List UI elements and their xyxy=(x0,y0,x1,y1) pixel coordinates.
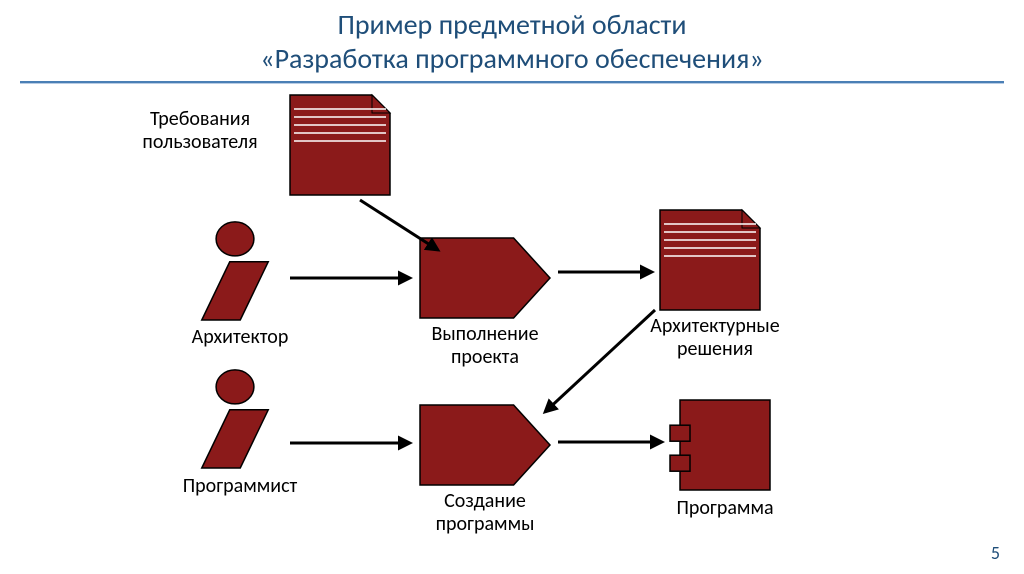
label-create_prog: Созданиепрограммы xyxy=(400,490,570,536)
label-architect: Архитектор xyxy=(160,326,320,349)
node-exec_project xyxy=(420,238,550,318)
label-program: Программа xyxy=(645,497,805,520)
edge-requirements-exec_project xyxy=(360,200,438,250)
page-number: 5 xyxy=(991,542,1000,564)
title-line-1: Пример предметной области xyxy=(0,8,1024,42)
slide-title: Пример предметной области «Разработка пр… xyxy=(0,0,1024,75)
node-program xyxy=(670,400,770,490)
node-create_prog xyxy=(420,405,550,485)
node-arch_decisions xyxy=(660,210,760,310)
title-underline xyxy=(20,81,1004,84)
diagram-canvas: Требованияпользователя Архитектор Программ… xyxy=(0,90,1024,574)
node-programmer xyxy=(202,370,269,468)
label-requirements: Требованияпользователя xyxy=(115,108,285,154)
node-architect xyxy=(202,222,269,320)
label-exec_project: Выполнениепроекта xyxy=(400,323,570,369)
title-line-2: «Разработка программного обеспечения» xyxy=(0,42,1024,76)
label-arch_decisions: Архитектурныерешения xyxy=(625,315,805,361)
node-requirements xyxy=(290,95,390,195)
label-programmer: Программист xyxy=(155,475,325,498)
